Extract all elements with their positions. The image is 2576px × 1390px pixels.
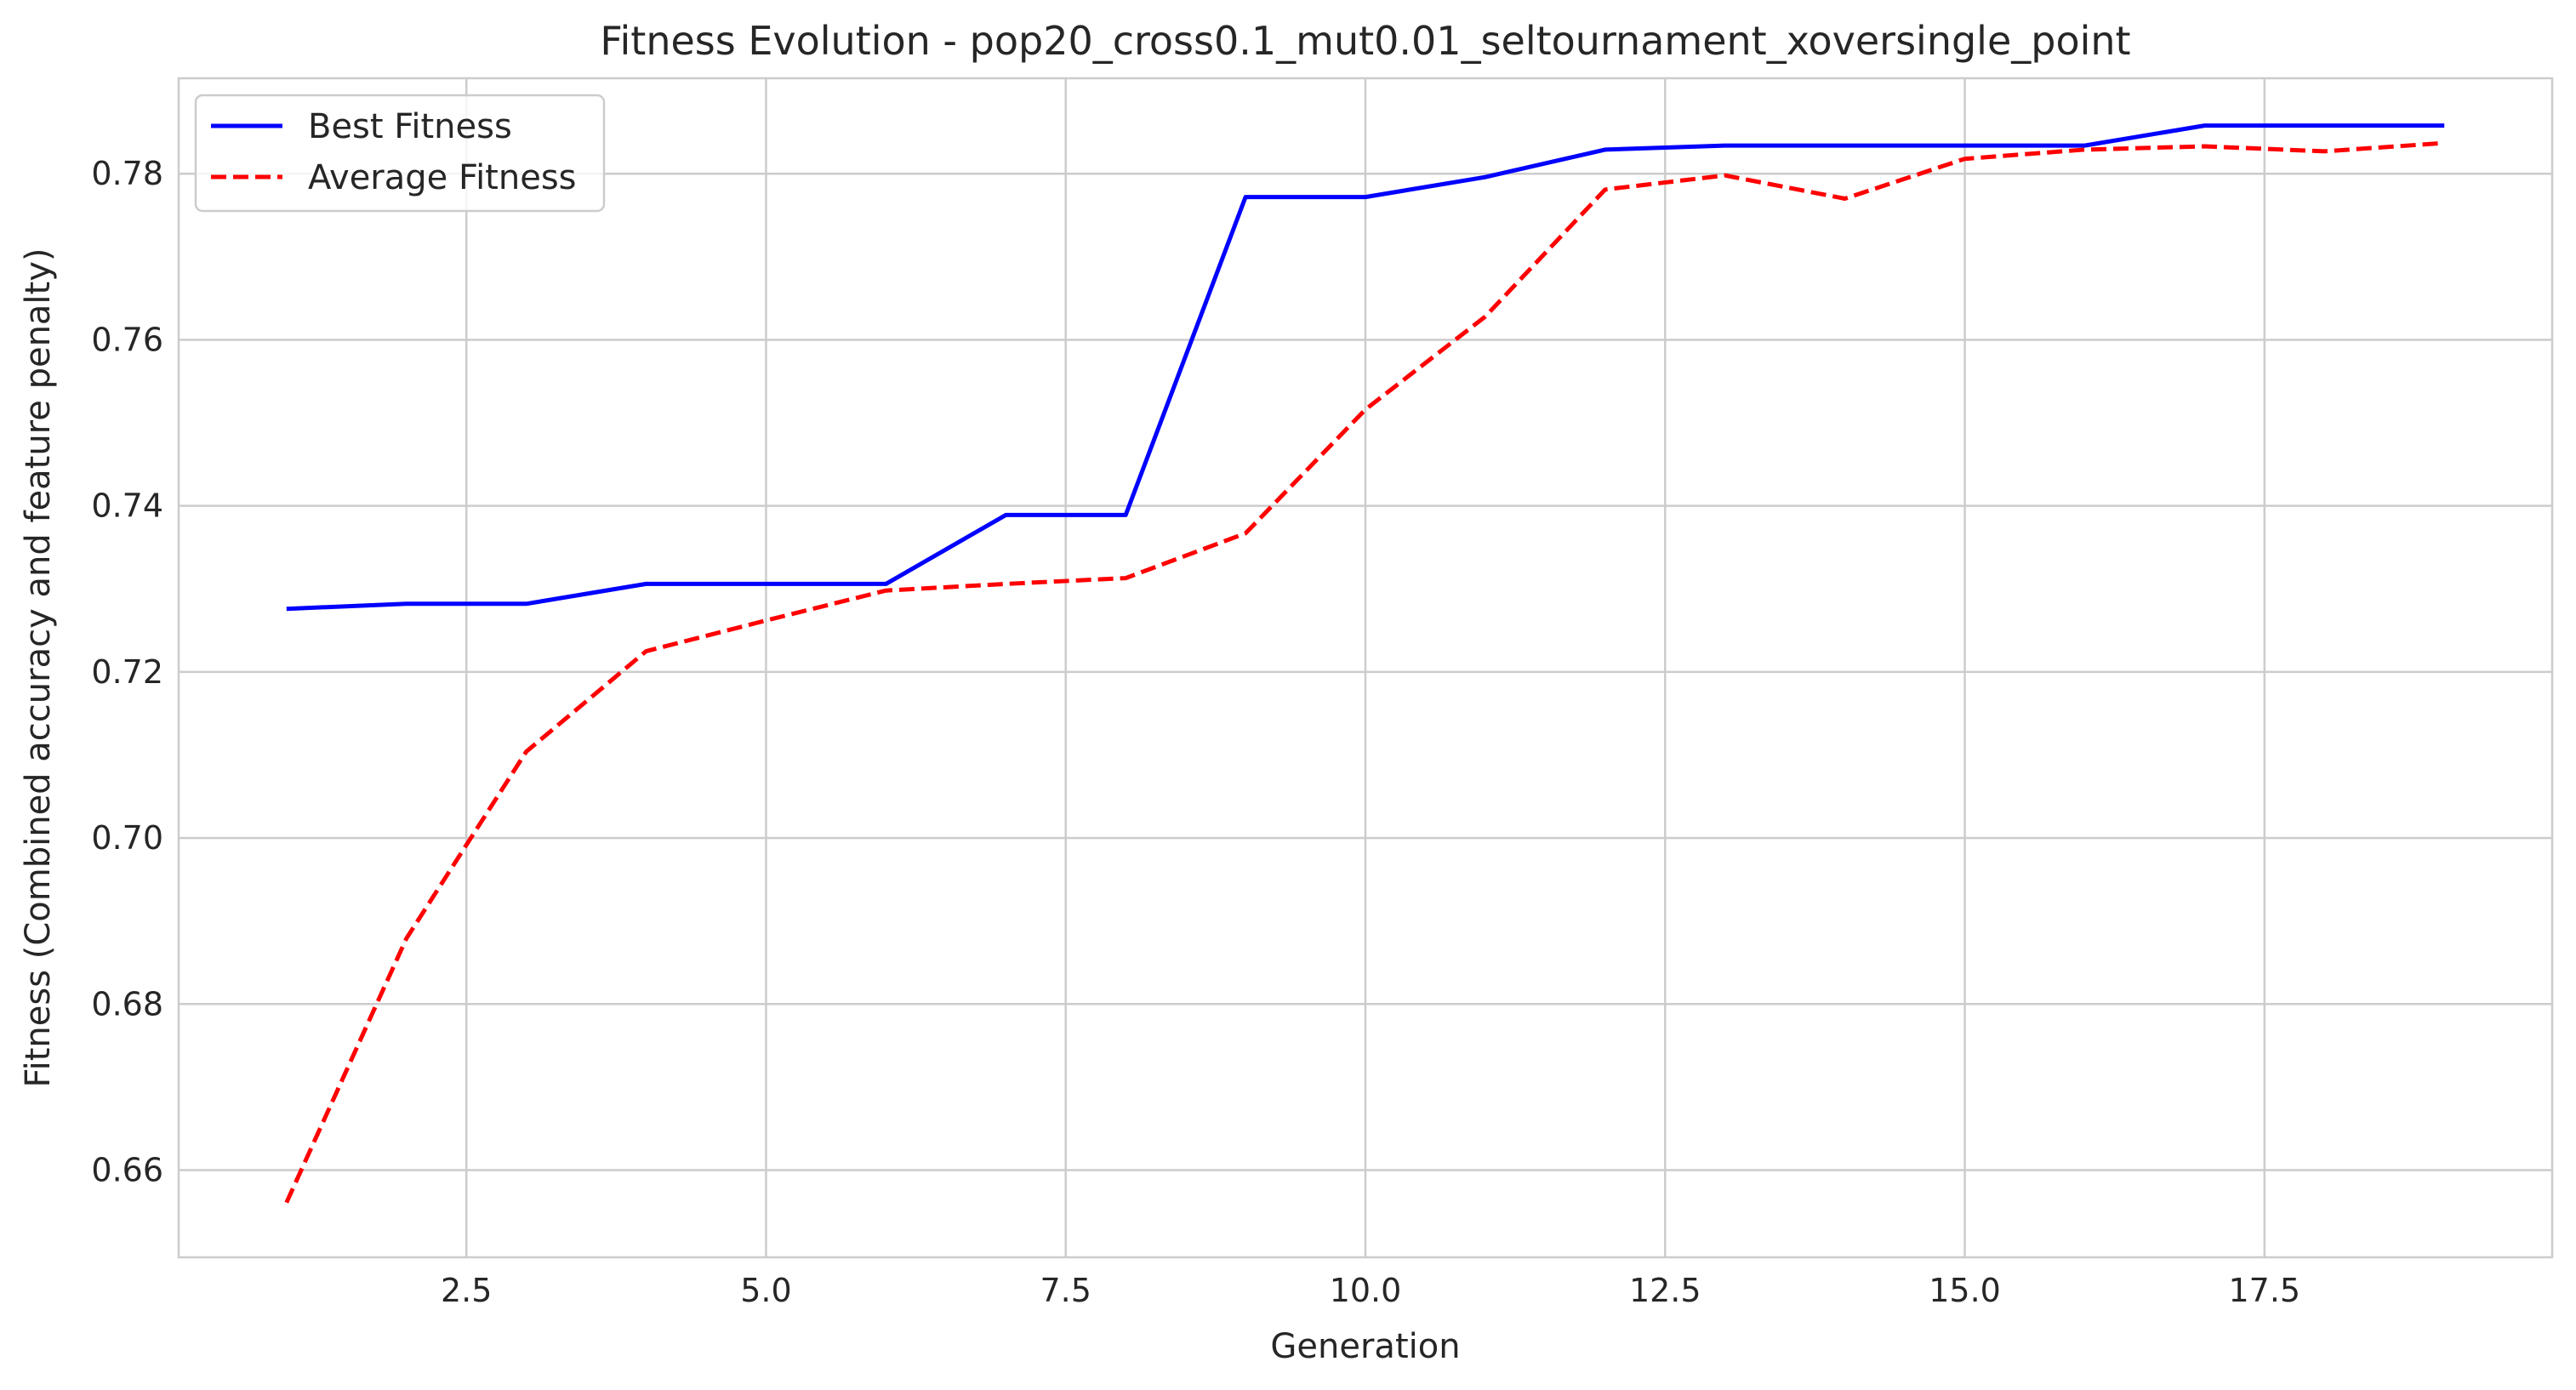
legend-box <box>194 94 606 213</box>
x-tick-label: 17.5 <box>2229 1272 2301 1309</box>
x-tick-label: 15.0 <box>1929 1272 2001 1309</box>
series-line-average-fitness <box>284 140 2445 1204</box>
x-tick-label: 2.5 <box>441 1272 492 1309</box>
chart-title: Fitness Evolution - pop20_cross0.1_mut0.… <box>600 18 2130 64</box>
y-axis-label: Fitness (Combined accuracy and feature p… <box>19 248 58 1087</box>
y-tick-label: 0.78 <box>91 155 163 192</box>
x-tick-label: 5.0 <box>740 1272 791 1309</box>
y-tick-label: 0.76 <box>91 321 163 358</box>
y-tick-label: 0.70 <box>91 819 163 857</box>
legend-label-average-fitness: Average Fitness <box>308 158 577 197</box>
grid <box>179 78 2552 1257</box>
plot-area-frame <box>177 77 2554 1259</box>
y-tick-label: 0.74 <box>91 487 163 525</box>
y-tick-label: 0.72 <box>91 653 163 691</box>
tick-labels: 2.5 5.0 7.5 10.0 12.5 15.0 17.5 0.66 0.68 0.70 0.7… <box>91 155 2300 1309</box>
legend: Best Fitness Average Fitness <box>194 94 606 213</box>
series-line-best-fitness <box>286 123 2445 612</box>
series-lines <box>284 123 2445 1204</box>
x-tick-label: 7.5 <box>1040 1272 1091 1309</box>
x-axis-label: Generation <box>1270 1327 1460 1366</box>
x-tick-label: 12.5 <box>1629 1272 1701 1309</box>
legend-label-best-fitness: Best Fitness <box>308 107 512 146</box>
y-tick-label: 0.68 <box>91 985 163 1023</box>
y-tick-label: 0.66 <box>91 1152 163 1189</box>
x-tick-label: 10.0 <box>1330 1272 1402 1309</box>
